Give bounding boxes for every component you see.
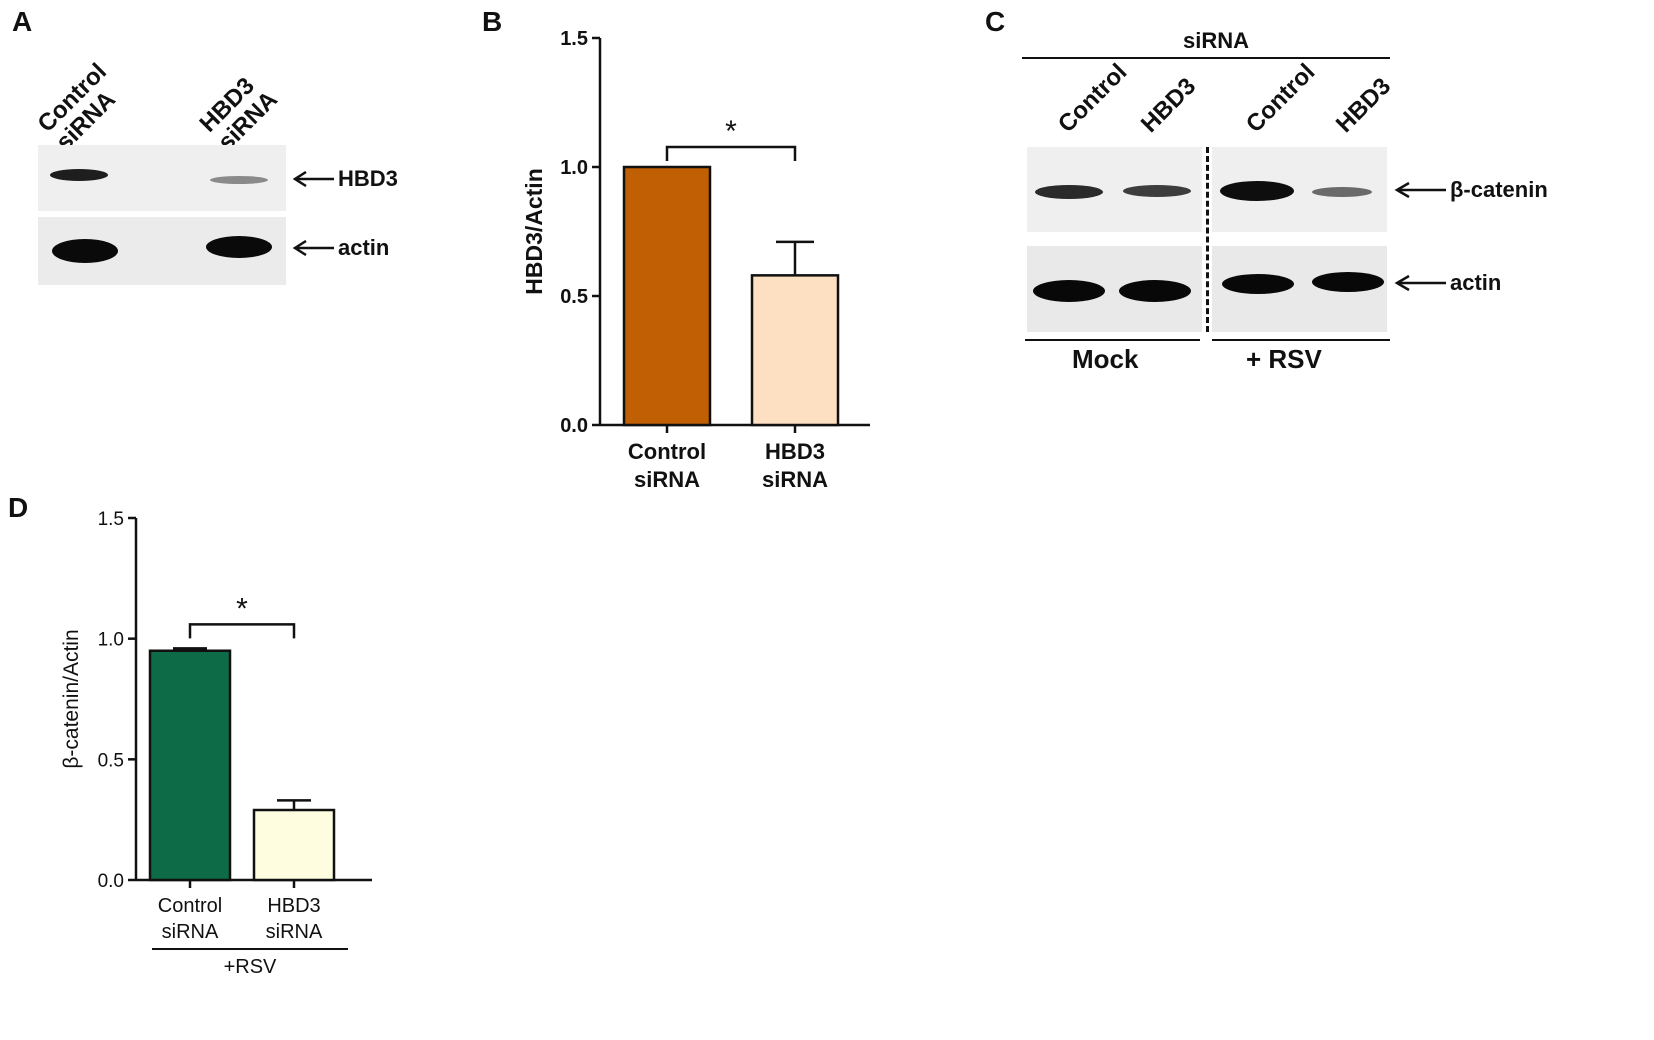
x-tick-label: HBD3 (267, 895, 320, 917)
marker-label: actin (1450, 270, 1502, 295)
bar (622, 165, 712, 427)
x-tick-label: Control (158, 895, 222, 917)
blot-bcatenin-mock (1027, 147, 1202, 232)
blot-band (1123, 185, 1191, 197)
divider-dashed (1206, 147, 1209, 332)
y-tick-label: 1.5 (98, 509, 124, 530)
lane-label-c: Control (1052, 58, 1133, 138)
y-tick-label: 0.0 (98, 871, 124, 892)
blot-band (1220, 181, 1294, 201)
lane-label-control: Control siRNA (33, 58, 130, 156)
arrow-left-icon (1394, 275, 1446, 291)
significance-star: * (236, 592, 248, 625)
y-tick-label: 0.5 (560, 286, 588, 308)
x-tick-label: Control (628, 439, 706, 464)
panel-b-letter: B (482, 6, 503, 37)
marker-hbd3: HBD3 (292, 166, 398, 192)
lane-label-hbd3: HBD3 siRNA (195, 68, 283, 156)
group-label-mock: Mock (1072, 344, 1139, 374)
lane-label-c: HBD3 (1330, 72, 1397, 138)
marker-bcatenin: β-catenin (1394, 177, 1548, 203)
x-tick-label: siRNA (162, 921, 219, 943)
blot-band (1033, 280, 1105, 302)
x-tick-label: HBD3 (765, 439, 825, 464)
arrow-left-icon (292, 171, 334, 187)
siRNA-header: siRNA (1183, 28, 1250, 53)
blot-band (52, 239, 118, 263)
group-line-mock (1025, 339, 1200, 341)
blot-actin-strip (38, 217, 286, 285)
group-line-rsv (1212, 339, 1390, 341)
arrow-left-icon (1394, 182, 1446, 198)
group-label-rsv-d: +RSV (223, 956, 277, 978)
panel-c-letter: C (985, 6, 1006, 37)
blot-band (210, 176, 268, 184)
bar (148, 649, 232, 882)
lane-label-c: HBD3 (1135, 72, 1202, 138)
marker-label: HBD3 (338, 166, 398, 191)
significance-star: * (725, 115, 737, 148)
blot-hbd3-strip (38, 145, 286, 211)
y-axis-label: HBD3/Actin (521, 168, 547, 295)
header-line (1022, 57, 1390, 59)
blot-band (1119, 280, 1191, 302)
y-axis-label: β-catenin/Actin (60, 629, 83, 768)
y-tick-label: 1.0 (98, 630, 124, 651)
y-tick-label: 0.5 (98, 750, 124, 771)
blot-band (1312, 187, 1372, 197)
blot-band (1222, 274, 1294, 294)
y-tick-label: 1.0 (560, 157, 588, 179)
lane-label-c: Control (1240, 58, 1321, 138)
blot-band (50, 169, 108, 181)
blot-band (206, 236, 272, 258)
bar (750, 274, 840, 427)
marker-actin: actin (292, 235, 389, 261)
blot-actin-mock (1027, 246, 1202, 332)
x-tick-label: siRNA (762, 467, 828, 492)
blot-band (1312, 272, 1384, 292)
x-tick-label: siRNA (634, 467, 700, 492)
y-tick-label: 1.5 (560, 28, 588, 50)
significance-bracket (665, 145, 797, 161)
marker-label: β-catenin (1450, 177, 1548, 202)
blot-bcatenin-rsv (1212, 147, 1387, 232)
arrow-left-icon (292, 240, 334, 256)
y-tick-label: 0.0 (560, 415, 588, 437)
blot-actin-rsv (1212, 246, 1387, 332)
marker-actin-c: actin (1394, 270, 1501, 296)
blot-band (1035, 185, 1103, 199)
panel-a-letter: A (12, 6, 33, 37)
group-label-rsv: + RSV (1246, 344, 1322, 374)
panel-d-letter: D (8, 492, 29, 523)
x-tick-label: siRNA (266, 921, 323, 943)
significance-bracket (188, 623, 296, 639)
chart-b: 0.0 0.5 1.0 1.5 HBD3/Actin Control siRNA HBD3 si… (521, 28, 870, 492)
bar (252, 808, 336, 882)
group-line-rsv-d (152, 948, 348, 950)
marker-label: actin (338, 235, 390, 260)
chart-d: 0.0 0.5 1.0 1.5 β-catenin/Actin Control siRNA H… (60, 509, 372, 943)
